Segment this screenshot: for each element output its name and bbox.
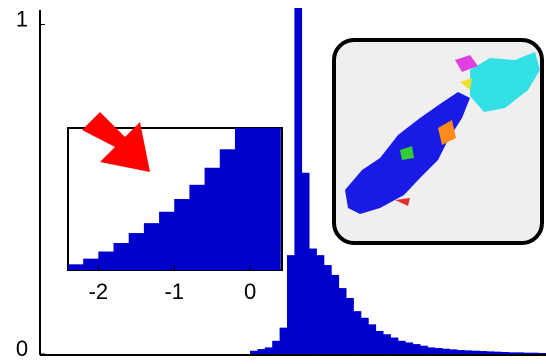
bar	[272, 341, 280, 354]
inset-bar	[159, 212, 174, 270]
bar	[250, 351, 258, 354]
bar	[509, 352, 517, 354]
bar	[302, 173, 310, 354]
bar	[368, 324, 376, 354]
inset-x-tick-label: -2	[89, 279, 109, 304]
bar	[324, 265, 332, 354]
bar	[383, 334, 391, 354]
inset-bar	[265, 128, 280, 270]
bar	[346, 298, 354, 354]
bar	[539, 353, 546, 354]
inset-bar	[98, 252, 113, 270]
bar	[479, 351, 487, 354]
bar	[265, 347, 273, 354]
inset-bar	[220, 149, 235, 270]
inset-bar	[68, 264, 83, 270]
bar	[420, 346, 428, 354]
inset-bar	[144, 223, 159, 270]
inset-x-tick-label: -1	[164, 279, 184, 304]
y-tick-label: 1	[16, 6, 28, 31]
bar	[280, 328, 288, 354]
bar	[354, 311, 362, 354]
bar	[442, 349, 450, 354]
inset-bar	[129, 233, 144, 270]
bar	[465, 350, 473, 354]
bar	[516, 352, 524, 354]
bar	[435, 348, 443, 354]
bar	[317, 255, 325, 354]
bar	[494, 352, 502, 354]
inset-bar	[174, 199, 189, 270]
bar	[502, 352, 510, 354]
y-tick-label: 0	[16, 336, 28, 361]
bar	[524, 353, 532, 354]
figure: 0 1 -2 -1 0	[0, 0, 546, 364]
inset-image	[334, 40, 542, 243]
bar	[309, 249, 317, 354]
bar	[487, 351, 495, 354]
bar	[287, 255, 295, 354]
bar	[405, 342, 413, 354]
bar	[331, 275, 339, 354]
inset-bar	[205, 168, 220, 270]
inset-bar	[83, 259, 98, 270]
inset-bar	[114, 243, 129, 270]
bar	[472, 351, 480, 354]
inset-bar	[189, 185, 204, 270]
bar	[531, 353, 539, 354]
bar	[428, 347, 436, 354]
bar	[361, 318, 369, 354]
bar	[339, 288, 347, 354]
bar	[450, 349, 458, 354]
inset-bar	[235, 128, 250, 270]
bar	[398, 341, 406, 354]
inset-bar	[250, 128, 265, 270]
bar	[457, 350, 465, 354]
bar	[294, 8, 302, 354]
bar	[391, 338, 399, 354]
bar	[257, 349, 265, 354]
bar	[413, 344, 421, 354]
inset-x-tick-label: 0	[244, 279, 256, 304]
bar	[376, 331, 384, 354]
